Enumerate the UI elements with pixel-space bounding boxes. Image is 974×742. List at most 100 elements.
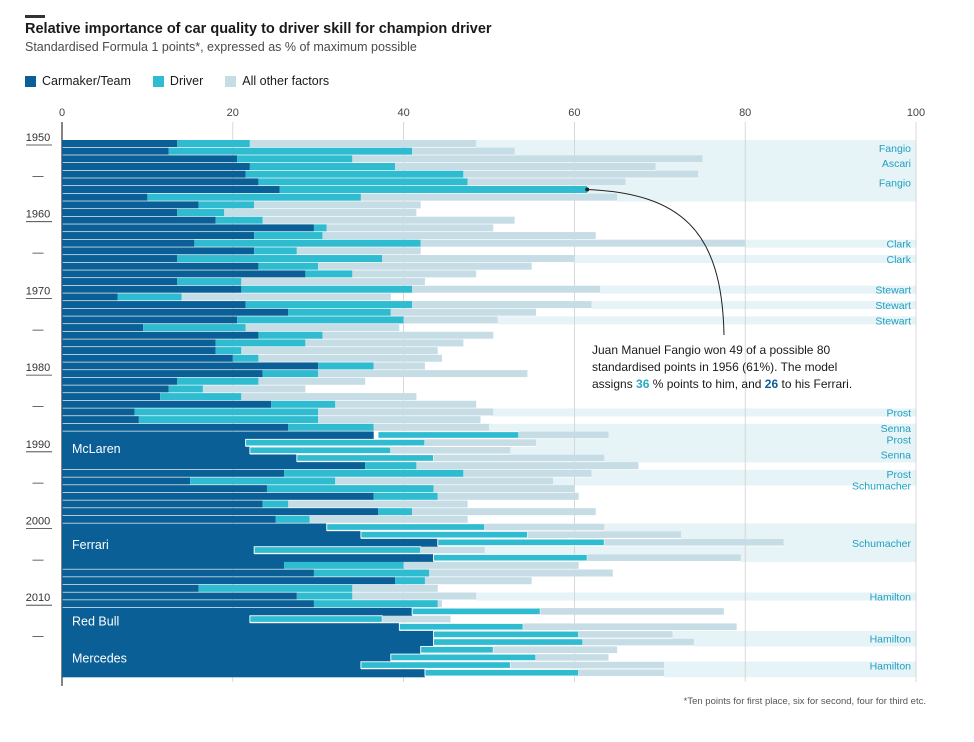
other-segment: [322, 232, 596, 240]
team-segment: [62, 669, 425, 678]
team-segment: [62, 393, 161, 401]
other-segment: [335, 400, 477, 408]
champion-label: Prost: [886, 434, 911, 446]
driver-band: [625, 178, 916, 187]
driver-segment: [373, 492, 438, 500]
driver-segment: [395, 577, 425, 585]
other-segment: [262, 216, 515, 224]
team-segment: [62, 508, 378, 516]
team-segment: [62, 554, 434, 563]
other-segment: [463, 469, 592, 477]
annotation-line-3a: assigns: [592, 377, 637, 391]
band-layer: [476, 140, 916, 678]
annotation-line-3c: to his Ferrari.: [778, 377, 853, 391]
team-segment: [62, 446, 250, 455]
champion-label: Stewart: [875, 285, 911, 297]
y-tick-label: —: [33, 247, 44, 259]
team-segment: [62, 492, 374, 500]
other-segment: [412, 508, 596, 516]
driver-segment: [160, 393, 242, 401]
annotation-line-2: standardised points in 1956 (61%). The m…: [592, 360, 838, 374]
other-segment: [352, 592, 477, 600]
team-segment: [62, 193, 148, 201]
other-segment: [467, 178, 626, 186]
other-segment: [518, 431, 609, 439]
driver-segment: [254, 247, 297, 255]
driver-band: [740, 554, 916, 563]
other-segment: [420, 239, 746, 247]
x-tick-label: 40: [397, 107, 409, 119]
driver-band: [484, 546, 916, 555]
driver-segment: [241, 285, 413, 293]
driver-segment: [288, 423, 374, 431]
y-tick-label: —: [33, 170, 44, 182]
other-segment: [382, 255, 575, 263]
other-segment: [202, 385, 306, 393]
team-segment: [62, 454, 297, 463]
team-segment: [62, 485, 267, 493]
footnote: *Ten points for first place, six for sec…: [683, 696, 926, 707]
other-segment: [527, 531, 682, 538]
team-segment: [62, 308, 289, 316]
driver-segment: [215, 339, 306, 347]
team-segment: [62, 500, 263, 508]
driver-band: [553, 477, 916, 486]
team-segment: [62, 354, 233, 362]
team-segment: [62, 377, 178, 385]
y-tick-label: 1970: [26, 285, 50, 297]
driver-band: [693, 638, 916, 647]
driver-segment: [177, 377, 259, 385]
team-segment: [62, 385, 169, 393]
driver-segment: [365, 462, 417, 470]
driver-segment: [249, 446, 392, 455]
driver-band: [608, 431, 916, 440]
champion-label: Prost: [886, 469, 911, 481]
other-segment: [326, 224, 494, 232]
driver-segment: [377, 508, 413, 516]
team-segment: [62, 469, 285, 477]
x-tick-label: 100: [907, 107, 925, 119]
team-segment: [62, 140, 178, 147]
team-segment: [62, 362, 319, 370]
driver-band: [604, 523, 916, 532]
driver-band: [702, 155, 916, 164]
driver-band: [783, 538, 916, 547]
driver-segment: [279, 186, 588, 194]
driver-segment: [398, 622, 524, 631]
driver-band: [587, 186, 916, 194]
driver-segment: [271, 400, 336, 408]
driver-band: [655, 163, 916, 171]
annotation-pointer: [587, 189, 725, 336]
other-segment: [360, 193, 618, 201]
champion-label: Ascari: [882, 158, 911, 170]
team-segment: [62, 316, 238, 324]
y-tick-label: —: [33, 477, 44, 489]
driver-segment: [177, 209, 225, 217]
driver-segment: [249, 615, 383, 623]
other-segment: [352, 584, 438, 592]
annotation-driver-pct: 36: [636, 377, 650, 391]
team-segment: [62, 538, 438, 547]
team-segment: [62, 155, 238, 163]
chart-title: Relative importance of car quality to dr…: [25, 21, 492, 37]
driver-segment: [237, 316, 404, 324]
champion-label: Prost: [886, 407, 911, 419]
driver-segment: [245, 438, 426, 447]
team-segment: [62, 224, 314, 232]
other-segment: [254, 201, 421, 209]
team-segment: [62, 216, 216, 224]
bar-layer: [62, 140, 784, 678]
driver-segment: [424, 668, 580, 677]
driver-segment: [177, 255, 383, 263]
other-segment: [424, 577, 532, 585]
team-segment: [62, 178, 259, 186]
driver-band: [535, 439, 916, 448]
team-segment: [62, 592, 297, 600]
driver-segment: [433, 638, 584, 646]
other-segment: [433, 485, 575, 493]
other-segment: [403, 561, 579, 569]
other-segment: [463, 170, 699, 178]
driver-segment: [296, 454, 434, 462]
driver-segment: [117, 293, 182, 301]
